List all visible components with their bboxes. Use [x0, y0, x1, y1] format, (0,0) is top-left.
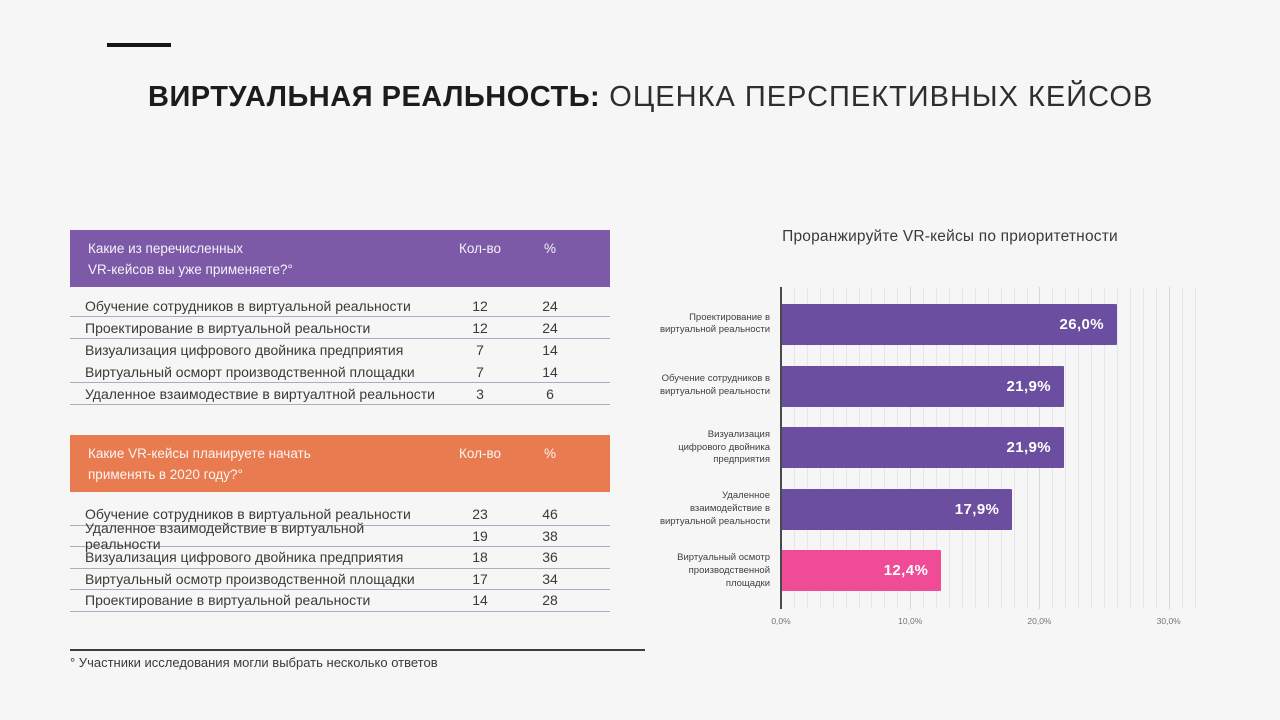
bar-value-label: 21,9%	[1006, 377, 1051, 395]
x-axis-tick: 30,0%	[1156, 616, 1181, 626]
table-question: Какие из перечисленных VR-кейсов вы уже …	[88, 241, 293, 277]
bar-value-label: 17,9%	[954, 500, 1000, 518]
gridline	[1078, 287, 1080, 609]
column-header-percent: %	[543, 446, 556, 461]
footnote-divider	[70, 649, 645, 651]
row-percent: 14	[542, 363, 558, 380]
gridline	[1194, 287, 1196, 609]
category-label: Удаленное взаимодействие в виртуальной р…	[659, 490, 770, 527]
bar-0: 26,0%	[781, 304, 1117, 345]
gridline	[1168, 287, 1170, 609]
table-vr-cases-planned: Какие VR-кейсы планируете начать применя…	[70, 435, 610, 612]
bar-4: 12,4%	[781, 550, 942, 592]
row-count: 7	[476, 363, 484, 380]
table-row: Визуализация цифрового двойника предприя…	[70, 547, 610, 569]
bar-value-label: 21,9%	[1006, 439, 1051, 457]
row-percent: 34	[542, 570, 558, 587]
table-row: Обучение сотрудников в виртуальной реаль…	[70, 504, 610, 526]
page-title-rest: ОЦЕНКА ПЕРСПЕКТИВНЫХ КЕЙСОВ	[600, 81, 1154, 113]
row-label: Проектирование в виртуальной реальности	[85, 592, 371, 609]
chart-title: Проранжируйте VR-кейсы по приоритетности	[782, 228, 1118, 245]
gridline	[1129, 287, 1131, 609]
row-percent: 28	[542, 592, 558, 609]
table-vr-cases-used: Какие из перечисленных VR-кейсов вы уже …	[70, 230, 610, 405]
row-count: 17	[472, 570, 488, 587]
table-row: Обучение сотрудников в виртуальной реаль…	[70, 295, 610, 317]
row-count: 7	[476, 342, 484, 358]
row-count: 3	[476, 385, 484, 402]
table-row: Виртуальный осморт производственной площ…	[70, 361, 610, 383]
table-row: Удаленное взаимодействие в виртуальной р…	[70, 520, 610, 552]
category-label: Проектирование в виртуальной реальности	[659, 311, 770, 336]
row-percent: 24	[542, 319, 558, 336]
table-rows: Обучение сотрудников в виртуальной реаль…	[70, 504, 610, 612]
category-label: Визуализация цифрового двойника предприя…	[678, 428, 770, 466]
gridline	[1091, 287, 1093, 609]
row-label: Визуализация цифрового двойника предприя…	[85, 549, 404, 566]
table-question: Какие VR-кейсы планируете начать применя…	[88, 446, 311, 482]
category-label: Виртуальный осмотр производственной площ…	[677, 551, 770, 589]
bar-1: 21,9%	[781, 365, 1064, 407]
page-title: ВИРТУАЛЬНАЯ РЕАЛЬНОСТЬ: ОЦЕНКА ПЕРСПЕКТИ…	[148, 80, 1208, 115]
row-label: Визуализация цифрового двойника предприя…	[85, 342, 404, 358]
table-header: Какие из перечисленных VR-кейсов вы уже …	[70, 230, 610, 287]
row-percent: 36	[542, 549, 558, 566]
row-count: 12	[472, 297, 488, 314]
bar-3: 17,9%	[781, 488, 1013, 530]
gridline	[1155, 287, 1157, 609]
gridline	[1142, 287, 1144, 609]
category-label: Обучение сотрудников в виртуальной реаль…	[659, 373, 770, 398]
chart-category-labels: Проектирование в виртуальной реальности О…	[645, 287, 775, 609]
accent-dash	[107, 43, 171, 47]
row-percent: 14	[542, 342, 558, 358]
table-header: Какие VR-кейсы планируете начать применя…	[70, 435, 610, 492]
table-row: Виртуальный осмотр производственной площ…	[70, 569, 610, 590]
row-percent: 6	[546, 385, 554, 402]
x-axis-tick: 10,0%	[898, 616, 923, 626]
row-label: Обучение сотрудников в виртуальной реаль…	[85, 506, 411, 523]
row-count: 18	[472, 549, 488, 566]
column-header-count: Кол-во	[459, 446, 501, 461]
row-count: 19	[472, 527, 488, 544]
gridline	[1065, 287, 1067, 609]
row-percent: 46	[542, 506, 558, 523]
gridline	[1104, 287, 1106, 609]
bar-2: 21,9%	[781, 427, 1064, 469]
gridline	[1181, 287, 1183, 609]
row-label: Удаленное взаимодествие в виртуалтной ре…	[85, 385, 435, 402]
row-count: 14	[472, 592, 488, 609]
row-count: 12	[472, 319, 488, 336]
table-row: Проектирование в виртуальной реальности 1…	[70, 317, 610, 339]
row-label: Виртуальный осмотр производственной площ…	[85, 570, 415, 587]
page-title-emphasis: ВИРТУАЛЬНАЯ РЕАЛЬНОСТЬ:	[148, 81, 601, 113]
table-row: Проектирование в виртуальной реальности 1…	[70, 590, 610, 612]
row-label: Удаленное взаимодействие в виртуальной р…	[85, 519, 365, 552]
row-percent: 38	[542, 527, 558, 544]
row-label: Виртуальный осморт производственной площ…	[85, 363, 415, 380]
footnote: ° Участники исследования могли выбрать н…	[70, 655, 438, 670]
table-rows: Обучение сотрудников в виртуальной реаль…	[70, 295, 610, 405]
gridline	[1117, 287, 1118, 609]
x-axis-tick: 20,0%	[1027, 616, 1052, 626]
row-count: 23	[472, 506, 488, 523]
column-header-percent: %	[543, 241, 556, 256]
bar-value-label: 12,4%	[883, 562, 929, 580]
x-axis-tick: 0,0%	[771, 616, 791, 626]
row-label: Проектирование в виртуальной реальности	[85, 319, 371, 336]
column-header-count: Кол-во	[459, 241, 501, 256]
table-row: Визуализация цифрового двойника предприя…	[70, 339, 610, 361]
chart-y-axis-line	[780, 287, 782, 609]
chart-plot: 26,0% 21,9% 21,9% 17,9% 12,4%	[781, 287, 1201, 609]
row-label: Обучение сотрудников в виртуальной реаль…	[85, 297, 411, 314]
bar-value-label: 26,0%	[1059, 316, 1104, 333]
row-percent: 24	[542, 297, 558, 314]
table-row: Удаленное взаимодествие в виртуалтной ре…	[70, 383, 610, 405]
